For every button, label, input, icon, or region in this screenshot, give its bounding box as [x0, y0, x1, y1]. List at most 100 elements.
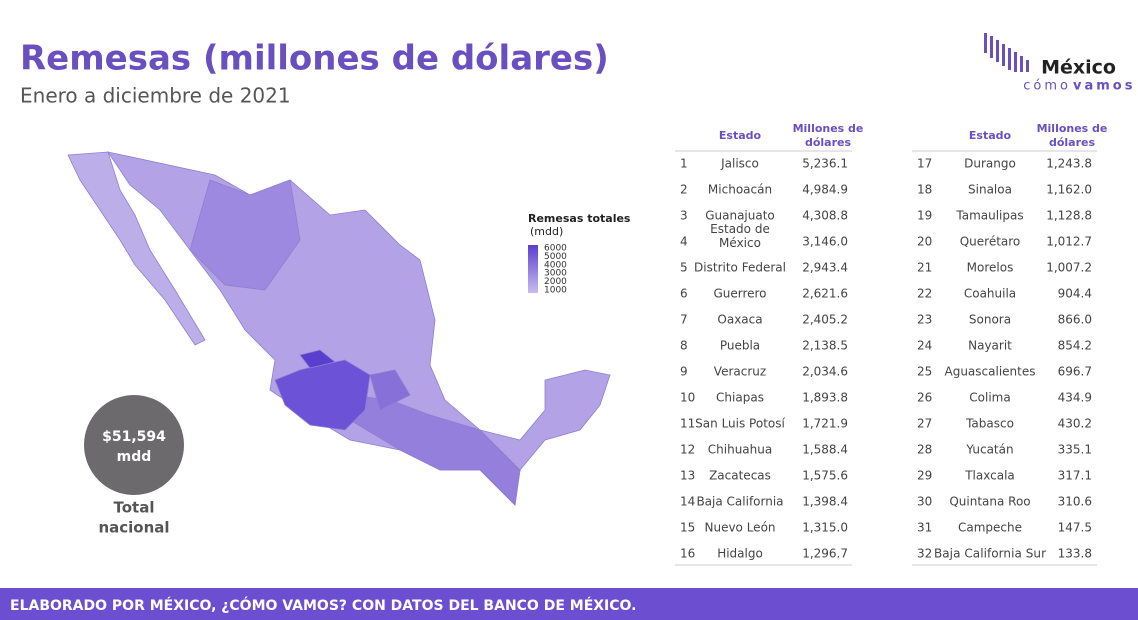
- legend-gradient: [528, 245, 538, 293]
- rank: 19: [917, 209, 932, 223]
- rank: 3: [680, 209, 688, 223]
- value: 2,621.6: [802, 287, 848, 301]
- value: 866.0: [1058, 313, 1092, 327]
- legend-title: Remesas totales: [528, 212, 631, 225]
- legend-tick: 3000: [544, 269, 567, 279]
- value: 2,943.4: [802, 261, 848, 275]
- logo-bars: [984, 33, 1029, 72]
- rank: 23: [917, 313, 932, 327]
- state: Colima: [969, 391, 1010, 405]
- total-circle: [84, 395, 184, 495]
- footer-band: [0, 588, 1138, 620]
- value: 1,012.7: [1046, 235, 1092, 249]
- header-line: dólares: [1049, 136, 1096, 149]
- state: Nayarit: [968, 339, 1012, 353]
- state: San Luis Potosí: [695, 417, 785, 431]
- rank: 21: [917, 261, 932, 275]
- value: 1,588.4: [802, 443, 848, 457]
- state: Baja California Sur: [934, 547, 1046, 561]
- value: 854.2: [1058, 339, 1092, 353]
- map: [67, 151, 611, 506]
- state: Michoacán: [708, 183, 772, 197]
- rank: 7: [680, 313, 688, 327]
- value: 1,296.7: [802, 547, 848, 561]
- value: 4,984.9: [802, 183, 848, 197]
- rank: 24: [917, 339, 932, 353]
- header-line: Millones de: [793, 122, 864, 135]
- header-line: dólares: [805, 136, 852, 149]
- rank: 11: [680, 417, 695, 431]
- state-line: México: [719, 236, 761, 250]
- rank: 31: [917, 521, 932, 535]
- state: Guerrero: [713, 287, 766, 301]
- state: Morelos: [967, 261, 1014, 275]
- rank: 14: [680, 495, 695, 509]
- rank: 2: [680, 183, 688, 197]
- legend-tick: 6000: [544, 244, 567, 254]
- value: 1,575.6: [802, 469, 848, 483]
- state: Sinaloa: [968, 183, 1012, 197]
- rank: 26: [917, 391, 932, 405]
- state: Baja California: [696, 495, 783, 509]
- state: Jalisco: [720, 157, 759, 171]
- state: Campeche: [958, 521, 1022, 535]
- value: 1,721.9: [802, 417, 848, 431]
- logo: México cómo vamos: [984, 33, 1135, 94]
- value: 4,308.8: [802, 209, 848, 223]
- rank: 17: [917, 157, 932, 171]
- total-label: nacional: [98, 519, 169, 537]
- state: Distrito Federal: [694, 261, 786, 275]
- value: 1,128.8: [1046, 209, 1092, 223]
- rank: 5: [680, 261, 688, 275]
- state: Guanajuato: [705, 209, 775, 223]
- value: 3,146.0: [802, 235, 848, 249]
- rank: 27: [917, 417, 932, 431]
- legend-tick: 4000: [544, 260, 567, 270]
- header-line: Millones de: [1037, 122, 1108, 135]
- state: Nuevo León: [704, 521, 775, 535]
- logo-tagline: vamos: [1073, 79, 1135, 94]
- value: 1,893.8: [802, 391, 848, 405]
- footer: ELABORADO POR MÉXICO, ¿CÓMO VAMOS? CON D…: [10, 596, 636, 614]
- total-value: $51,594: [102, 429, 166, 445]
- logo-name: México: [1041, 57, 1116, 79]
- state: Oaxaca: [717, 313, 762, 327]
- state: Coahuila: [964, 287, 1016, 301]
- state-line: Estado de: [710, 222, 770, 236]
- value: 2,138.5: [802, 339, 848, 353]
- rank: 6: [680, 287, 688, 301]
- state: Tlaxcala: [964, 469, 1015, 483]
- rank: 9: [680, 365, 688, 379]
- rank: 29: [917, 469, 932, 483]
- column-header: Estado: [719, 129, 762, 142]
- value: 430.2: [1058, 417, 1092, 431]
- state: Tabasco: [965, 417, 1014, 431]
- rank: 18: [917, 183, 932, 197]
- value: 2,405.2: [802, 313, 848, 327]
- value: 5,236.1: [802, 157, 848, 171]
- state: Veracruz: [714, 365, 766, 379]
- column-header: Millones de dólares: [793, 122, 864, 149]
- value: 1,243.8: [1046, 157, 1092, 171]
- rank: 30: [917, 495, 932, 509]
- state: Quintana Roo: [949, 495, 1030, 509]
- value: 434.9: [1058, 391, 1092, 405]
- rank: 32: [917, 547, 932, 561]
- value: 335.1: [1058, 443, 1092, 457]
- state: Puebla: [720, 339, 760, 353]
- column-header: Millones de dólares: [1037, 122, 1108, 149]
- subtitle: Enero a diciembre de 2021: [20, 84, 291, 108]
- rank: 4: [680, 235, 688, 249]
- rank: 1: [680, 157, 688, 171]
- value: 147.5: [1058, 521, 1092, 535]
- value: 2,034.6: [802, 365, 848, 379]
- rank: 8: [680, 339, 688, 353]
- title: Remesas (millones de dólares): [20, 39, 609, 79]
- legend-tick: 2000: [544, 277, 567, 287]
- rank: 25: [917, 365, 932, 379]
- state: Querétaro: [960, 235, 1021, 249]
- value: 317.1: [1058, 469, 1092, 483]
- value: 310.6: [1058, 495, 1092, 509]
- state: Chihuahua: [708, 443, 772, 457]
